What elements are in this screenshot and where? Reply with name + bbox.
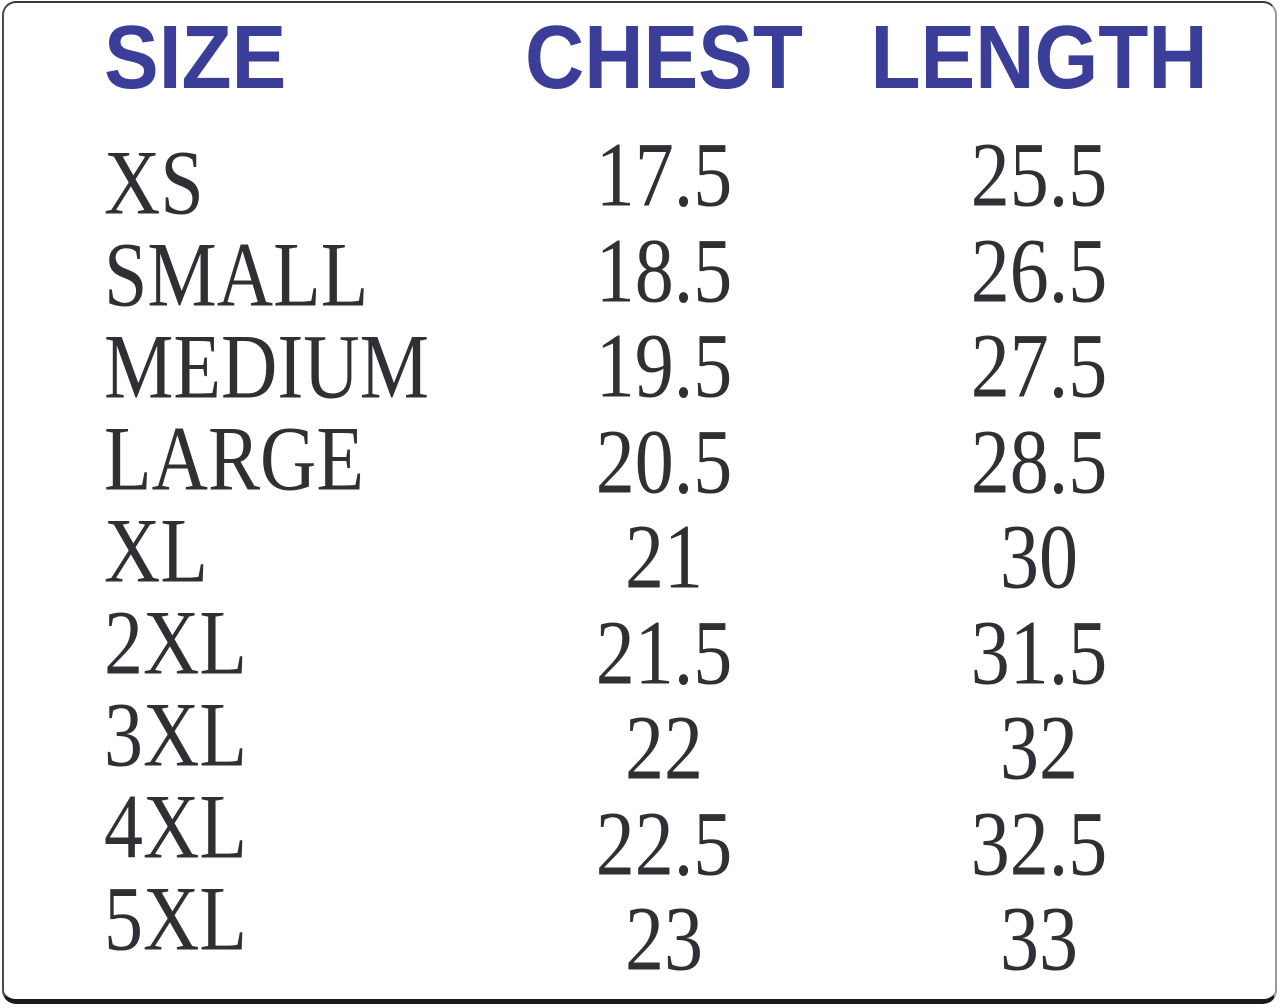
size-cell: 2XL	[104, 591, 514, 694]
size-cell: LARGE	[104, 407, 514, 510]
table-row: 4XL 22.5 32.5	[4, 775, 1275, 894]
size-label: MEDIUM	[104, 314, 429, 418]
column-header-size-label: SIZE	[104, 7, 287, 108]
column-header-chest-label: CHEST	[525, 7, 803, 108]
size-cell: 4XL	[104, 775, 514, 878]
size-label: XS	[104, 130, 204, 234]
length-value: 31.5	[970, 600, 1108, 704]
length-cell: 30	[814, 505, 1264, 608]
chest-value: 17.5	[595, 122, 733, 226]
length-cell: 28.5	[814, 409, 1264, 512]
chest-cell: 17.5	[514, 123, 814, 233]
length-value: 26.5	[970, 218, 1108, 322]
size-label: 4XL	[104, 774, 247, 878]
length-value: 30	[1000, 504, 1078, 608]
length-value: 27.5	[970, 313, 1108, 417]
chest-value: 18.5	[595, 218, 733, 322]
table-row: 2XL 21.5 31.5	[4, 591, 1275, 703]
length-cell: 32	[814, 693, 1264, 799]
table-row: LARGE 20.5 28.5	[4, 407, 1275, 512]
length-cell: 25.5	[814, 123, 1264, 233]
length-value: 32.5	[970, 791, 1108, 895]
table-row: MEDIUM 19.5 27.5	[4, 314, 1275, 418]
size-label: XL	[104, 498, 208, 602]
chest-cell: 23	[514, 877, 814, 990]
length-value: 32	[1000, 695, 1078, 799]
length-cell: 26.5	[814, 218, 1264, 325]
size-label: SMALL	[104, 222, 369, 326]
size-label: 2XL	[104, 590, 247, 694]
length-cell: 32.5	[814, 785, 1264, 894]
chest-cell: 22	[514, 693, 814, 799]
length-cell: 27.5	[814, 314, 1264, 417]
chest-cell: 21.5	[514, 600, 814, 703]
size-label: 5XL	[104, 866, 247, 970]
column-header-length: LENGTH	[814, 13, 1264, 103]
table-row: 3XL 22 32	[4, 683, 1275, 799]
table-header-row: SIZE CHEST LENGTH	[4, 3, 1275, 141]
length-value: 28.5	[970, 409, 1108, 513]
size-label: 3XL	[104, 682, 247, 786]
chest-cell: 19.5	[514, 314, 814, 417]
column-header-size: SIZE	[104, 13, 514, 103]
table-row: XL 21 30	[4, 499, 1275, 608]
length-value: 25.5	[970, 122, 1108, 226]
size-cell: XS	[104, 131, 514, 234]
size-cell: XL	[104, 499, 514, 602]
chest-cell: 18.5	[514, 218, 814, 325]
chest-value: 22.5	[595, 791, 733, 895]
length-cell: 33	[814, 877, 1264, 990]
table-row: SMALL 18.5 26.5	[4, 218, 1275, 326]
size-cell: 3XL	[104, 683, 514, 786]
table-body: XS 17.5 25.5 SMALL 18.5 26.5 MEDIUM 19.5 27.5 LAR…	[4, 123, 1275, 990]
size-label: LARGE	[104, 406, 364, 510]
chest-value: 21	[625, 504, 703, 608]
chest-cell: 22.5	[514, 785, 814, 894]
column-header-chest: CHEST	[514, 13, 814, 103]
size-cell: MEDIUM	[104, 315, 514, 418]
size-cell: 5XL	[104, 867, 514, 970]
column-header-length-label: LENGTH	[870, 7, 1208, 108]
chest-cell: 21	[514, 505, 814, 608]
table-row: 5XL 23 33	[4, 867, 1275, 990]
table-row: XS 17.5 25.5	[4, 123, 1275, 234]
length-cell: 31.5	[814, 600, 1264, 703]
chest-value: 22	[625, 695, 703, 799]
chest-value: 23	[625, 886, 703, 990]
length-value: 33	[1000, 886, 1078, 990]
size-cell: SMALL	[104, 223, 514, 326]
chest-cell: 20.5	[514, 409, 814, 512]
chest-value: 20.5	[595, 409, 733, 513]
chest-value: 19.5	[595, 313, 733, 417]
chest-value: 21.5	[595, 600, 733, 704]
